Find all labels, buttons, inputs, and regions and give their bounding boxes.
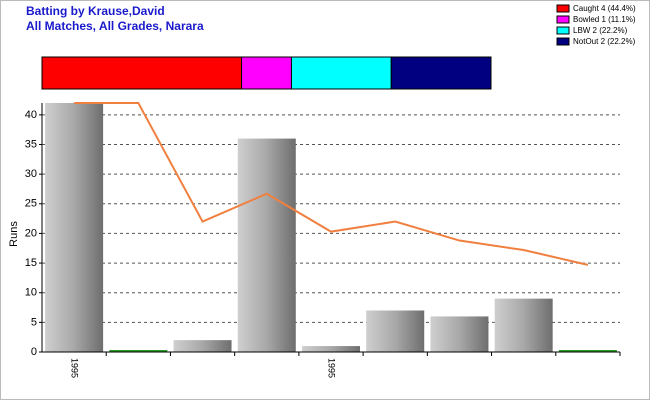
- y-tick-label: 25: [25, 198, 37, 210]
- legend-label: Bowled 1 (11.1%): [573, 15, 636, 24]
- y-tick-label: 40: [25, 109, 37, 121]
- y-tick-label: 0: [31, 346, 37, 358]
- bar: [366, 310, 425, 352]
- legend-swatch: [556, 15, 570, 24]
- legend-swatch: [556, 26, 570, 35]
- bar: [302, 346, 360, 352]
- y-tick-label: 15: [25, 257, 37, 269]
- bar: [45, 103, 104, 352]
- y-axis-label: Runs: [8, 221, 20, 247]
- y-tick-label: 5: [31, 316, 37, 328]
- proportion-segment: [41, 56, 243, 90]
- bar: [494, 298, 553, 352]
- average-line: [74, 102, 589, 266]
- legend-label: Caught 4 (44.4%): [573, 4, 636, 13]
- proportion-segment: [290, 56, 392, 90]
- chart-subtitle: All Matches, All Grades, Narara: [26, 19, 204, 33]
- y-tick-label: 20: [25, 227, 37, 239]
- chart-title: Batting by Krause,David: [26, 4, 165, 18]
- legend-label: LBW 2 (22.2%): [573, 26, 628, 35]
- y-tick-label: 30: [25, 168, 37, 180]
- x-tick-label: 1995: [327, 358, 337, 378]
- bar: [430, 316, 489, 352]
- legend-swatch: [556, 4, 570, 13]
- proportion-segment: [390, 56, 492, 90]
- y-tick-label: 35: [25, 138, 37, 150]
- proportion-segment: [241, 56, 292, 90]
- x-tick-label: 1995: [70, 358, 80, 378]
- y-tick-label: 10: [25, 287, 37, 299]
- bar: [237, 138, 296, 352]
- bar: [109, 350, 168, 352]
- bar: [558, 350, 617, 352]
- legend-swatch: [556, 37, 570, 46]
- legend-label: NotOut 2 (22.2%): [573, 37, 636, 46]
- bar: [173, 340, 232, 352]
